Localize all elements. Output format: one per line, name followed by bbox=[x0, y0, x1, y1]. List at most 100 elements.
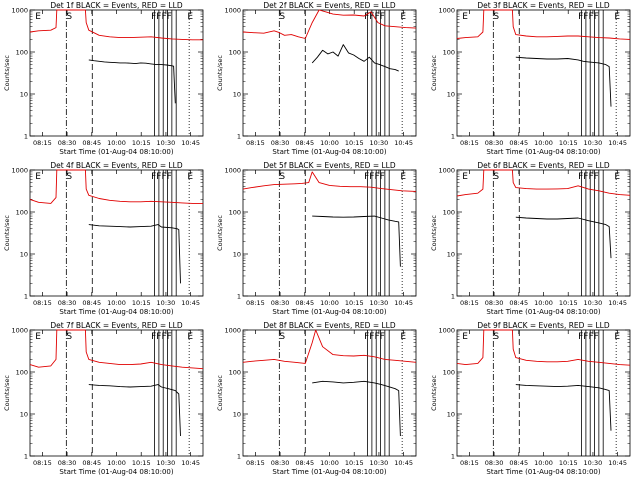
x-tick-label: 08:30 bbox=[485, 299, 504, 307]
y-tick-label: 10 bbox=[447, 251, 455, 259]
y-tick-label: 1 bbox=[451, 453, 455, 461]
x-tick-label: 08:15 bbox=[33, 459, 52, 467]
x-tick-label: 08:30 bbox=[58, 139, 77, 147]
plot-frame bbox=[242, 9, 417, 137]
series-events bbox=[515, 56, 612, 107]
series-lld bbox=[456, 9, 631, 40]
marker-label: E bbox=[35, 172, 41, 182]
series-lld bbox=[29, 169, 203, 204]
y-axis-label: Counts/sec bbox=[216, 375, 224, 411]
x-tick-label: 10:30 bbox=[370, 299, 389, 307]
x-axis-label: Start Time (01-Aug-04 08:10:00) bbox=[59, 468, 173, 476]
x-tick-label: 10:00 bbox=[107, 139, 126, 147]
marker-label: E bbox=[614, 172, 620, 182]
x-axis-label: Start Time (01-Aug-04 08:10:00) bbox=[59, 308, 173, 316]
detector-panel-7: Det 7f BLACK = Events, RED = LLD 1 10 100 10… bbox=[3, 321, 204, 476]
x-tick-label: 08:30 bbox=[58, 299, 77, 307]
series-events bbox=[515, 384, 612, 431]
y-tick-label: 100 bbox=[443, 209, 455, 217]
x-tick-label: 10:30 bbox=[584, 139, 603, 147]
marker-label: E bbox=[187, 172, 193, 182]
panel-title: Det 1f BLACK = Events, RED = LLD bbox=[50, 1, 183, 10]
y-tick-label: 1 bbox=[451, 133, 455, 141]
y-axis-label: Counts/sec bbox=[3, 375, 11, 411]
marker-label: E bbox=[400, 12, 406, 22]
series-events bbox=[515, 216, 612, 259]
series-lld bbox=[29, 329, 204, 370]
y-tick-label: 1000 bbox=[438, 7, 455, 15]
y-tick-label: 10 bbox=[447, 91, 455, 99]
x-tick-label: 10:00 bbox=[534, 299, 553, 307]
x-tick-label: 10:00 bbox=[107, 459, 126, 467]
x-tick-label: 10:00 bbox=[320, 299, 339, 307]
y-tick-label: 10 bbox=[20, 411, 28, 419]
x-tick-label: 08:30 bbox=[485, 139, 504, 147]
y-axis-label: Counts/sec bbox=[216, 215, 224, 251]
marker-label: S bbox=[493, 332, 499, 342]
x-tick-label: 10:30 bbox=[584, 459, 603, 467]
y-tick-label: 1000 bbox=[224, 167, 241, 175]
x-axis-label: Start Time (01-Aug-04 08:10:00) bbox=[272, 468, 386, 476]
x-tick-label: 10:00 bbox=[107, 299, 126, 307]
x-tick-label: 08:30 bbox=[271, 299, 290, 307]
panel-title: Det 4f BLACK = Events, RED = LLD bbox=[50, 161, 183, 170]
x-tick-label: 08:15 bbox=[33, 299, 52, 307]
x-tick-label: 10:15 bbox=[345, 139, 364, 147]
x-axis-label: Start Time (01-Aug-04 08:10:00) bbox=[486, 468, 600, 476]
x-tick-label: 08:15 bbox=[246, 139, 265, 147]
marker-label: E bbox=[462, 172, 468, 182]
x-tick-label: 10:30 bbox=[370, 459, 389, 467]
series-lld bbox=[242, 171, 417, 192]
x-tick-label: 10:15 bbox=[559, 459, 578, 467]
marker-label: E bbox=[614, 332, 620, 342]
series-events bbox=[88, 384, 181, 437]
x-tick-label: 10:30 bbox=[584, 299, 603, 307]
panel-title: Det 2f BLACK = Events, RED = LLD bbox=[263, 1, 396, 10]
x-tick-label: 10:30 bbox=[157, 139, 176, 147]
series-lld bbox=[29, 9, 203, 41]
y-tick-label: 1 bbox=[237, 453, 241, 461]
marker-label: S bbox=[66, 332, 72, 342]
x-tick-label: 08:45 bbox=[82, 139, 101, 147]
x-tick-label: 10:30 bbox=[157, 299, 176, 307]
marker-label: FFFF bbox=[364, 172, 385, 182]
x-axis-label: Start Time (01-Aug-04 08:10:00) bbox=[486, 308, 600, 316]
marker-label: FFFF bbox=[151, 172, 172, 182]
y-tick-label: 100 bbox=[443, 369, 455, 377]
x-axis-label: Start Time (01-Aug-04 08:10:00) bbox=[272, 148, 386, 156]
y-axis-label: Counts/sec bbox=[3, 55, 11, 91]
x-tick-label: 08:45 bbox=[82, 459, 101, 467]
panel-title: Det 7f BLACK = Events, RED = LLD bbox=[50, 321, 183, 330]
plot-frame bbox=[29, 9, 204, 137]
x-tick-label: 10:45 bbox=[394, 139, 413, 147]
x-tick-label: 08:30 bbox=[485, 459, 504, 467]
marker-label: FFFF bbox=[364, 332, 385, 342]
x-tick-label: 10:45 bbox=[608, 139, 627, 147]
x-tick-label: 08:45 bbox=[509, 459, 528, 467]
series-events bbox=[311, 44, 399, 72]
series-events bbox=[88, 59, 176, 104]
x-tick-label: 08:15 bbox=[246, 299, 265, 307]
x-axis-label: Start Time (01-Aug-04 08:10:00) bbox=[272, 308, 386, 316]
y-axis-label: Counts/sec bbox=[216, 55, 224, 91]
x-tick-label: 10:15 bbox=[132, 139, 151, 147]
x-tick-label: 10:15 bbox=[132, 299, 151, 307]
x-tick-label: 08:45 bbox=[295, 299, 314, 307]
x-tick-label: 10:45 bbox=[181, 139, 200, 147]
y-tick-label: 1000 bbox=[438, 327, 455, 335]
panel-title: Det 9f BLACK = Events, RED = LLD bbox=[477, 321, 610, 330]
series-lld bbox=[456, 329, 631, 366]
y-tick-label: 100 bbox=[16, 49, 28, 57]
plot-frame bbox=[242, 329, 417, 457]
y-tick-label: 1000 bbox=[11, 327, 28, 335]
marker-label: S bbox=[493, 12, 499, 22]
x-tick-label: 10:45 bbox=[608, 459, 627, 467]
marker-label: FFFF bbox=[578, 332, 599, 342]
x-tick-label: 10:45 bbox=[394, 299, 413, 307]
x-tick-label: 10:00 bbox=[534, 459, 553, 467]
marker-label: FFFF bbox=[578, 172, 599, 182]
x-tick-label: 10:30 bbox=[370, 139, 389, 147]
x-tick-label: 08:45 bbox=[295, 139, 314, 147]
series-events bbox=[312, 215, 401, 267]
marker-label: E bbox=[614, 12, 620, 22]
